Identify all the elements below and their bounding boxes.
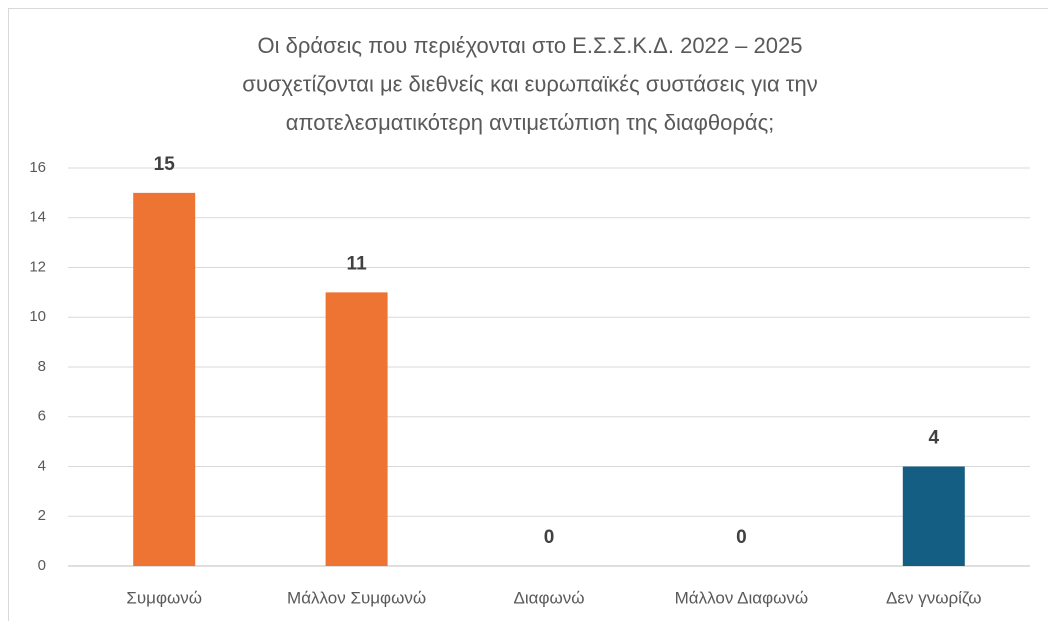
chart-title: αποτελεσματικότερη αντιμετώπιση της διαφ…	[286, 110, 775, 135]
y-tick-label: 0	[38, 557, 46, 574]
data-label: 15	[154, 154, 176, 175]
bar	[133, 192, 196, 566]
data-label: 11	[347, 253, 368, 274]
data-label: 0	[736, 527, 747, 548]
y-tick-label: 2	[38, 507, 46, 524]
y-tick-label: 14	[29, 209, 46, 226]
y-tick-label: 4	[38, 457, 46, 474]
y-tick-label: 10	[29, 308, 46, 325]
y-tick-label: 8	[38, 358, 46, 375]
y-tick-label: 6	[38, 408, 46, 425]
x-tick-label: Δεν γνωρίζω	[886, 588, 982, 607]
chart-title: συσχετίζονται με διεθνείς και ευρωπαϊκές…	[242, 71, 817, 96]
data-label: 4	[929, 428, 940, 449]
x-tick-label: Μάλλον Συμφωνώ	[287, 588, 426, 607]
x-tick-label: Διαφωνώ	[513, 588, 584, 607]
chart-title: Οι δράσεις που περιέχονται στο Ε.Σ.Σ.Κ.Δ…	[258, 33, 803, 58]
bar	[325, 292, 388, 566]
data-label: 0	[544, 527, 555, 548]
y-tick-label: 12	[29, 258, 46, 275]
x-tick-label: Μάλλον Διαφωνώ	[675, 588, 809, 607]
y-tick-label: 16	[29, 159, 46, 176]
x-tick-label: Συμφωνώ	[126, 588, 202, 607]
bar	[902, 466, 965, 566]
chart-border	[8, 8, 1048, 621]
